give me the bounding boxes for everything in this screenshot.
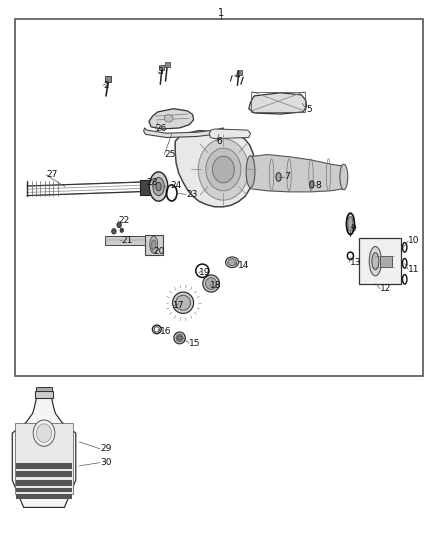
Polygon shape [209, 129, 251, 139]
Text: 13: 13 [350, 258, 361, 266]
Ellipse shape [340, 164, 348, 190]
Ellipse shape [203, 275, 219, 292]
Text: 29: 29 [100, 445, 111, 453]
Bar [16, 488, 72, 492]
Ellipse shape [372, 253, 379, 270]
Text: 11: 11 [408, 265, 420, 274]
Ellipse shape [246, 156, 255, 188]
Ellipse shape [149, 172, 168, 201]
Ellipse shape [156, 182, 161, 191]
Text: 17: 17 [173, 302, 185, 310]
Polygon shape [175, 131, 255, 207]
Ellipse shape [164, 115, 173, 122]
Text: 1: 1 [218, 9, 224, 18]
Ellipse shape [226, 257, 239, 268]
Bar [251, 92, 305, 112]
Text: 21: 21 [122, 237, 133, 245]
Text: 9: 9 [350, 224, 356, 232]
Bar [159, 65, 164, 70]
Polygon shape [250, 155, 344, 192]
Bar [35, 391, 53, 398]
Text: 30: 30 [100, 458, 111, 467]
Bar [105, 236, 145, 245]
Circle shape [112, 229, 116, 234]
Text: 10: 10 [408, 237, 420, 245]
Bar [140, 180, 150, 195]
Ellipse shape [152, 240, 156, 249]
Ellipse shape [198, 139, 249, 200]
Text: 16: 16 [160, 327, 172, 336]
Ellipse shape [150, 236, 158, 253]
Text: 27: 27 [46, 171, 57, 179]
Text: 6: 6 [217, 137, 223, 146]
Circle shape [33, 420, 55, 446]
Bar [380, 256, 392, 266]
Text: 23: 23 [186, 190, 198, 199]
Bar [145, 235, 163, 255]
Text: 25: 25 [164, 150, 176, 159]
Text: 2: 2 [103, 81, 109, 90]
Circle shape [120, 228, 124, 232]
Text: 20: 20 [153, 247, 165, 256]
Bar [16, 480, 72, 486]
Text: 5: 5 [307, 105, 312, 114]
Text: 28: 28 [147, 178, 158, 187]
Text: 12: 12 [380, 285, 392, 293]
Text: 8: 8 [315, 181, 321, 190]
Text: 26: 26 [155, 125, 167, 133]
Ellipse shape [173, 292, 194, 313]
Polygon shape [149, 109, 194, 129]
Ellipse shape [369, 246, 381, 276]
Ellipse shape [174, 332, 185, 344]
Ellipse shape [228, 259, 237, 265]
Bar [36, 386, 52, 391]
Ellipse shape [177, 336, 182, 340]
Bar [15, 19, 423, 376]
Ellipse shape [176, 334, 183, 342]
Ellipse shape [176, 295, 191, 310]
Text: 24: 24 [171, 181, 182, 190]
Polygon shape [12, 398, 76, 507]
Bar [237, 70, 242, 75]
Text: 7: 7 [284, 173, 290, 181]
Bar [16, 471, 72, 477]
Bar [15, 423, 73, 494]
Text: 18: 18 [210, 281, 222, 290]
Ellipse shape [206, 148, 241, 191]
Bar [359, 238, 401, 284]
Bar [16, 494, 72, 499]
Circle shape [36, 424, 52, 442]
Ellipse shape [310, 181, 314, 188]
Bar [105, 76, 111, 82]
Text: 19: 19 [199, 269, 210, 277]
Text: 14: 14 [238, 261, 249, 270]
Polygon shape [249, 93, 307, 114]
Ellipse shape [205, 278, 217, 289]
Ellipse shape [153, 177, 164, 196]
Text: 22: 22 [118, 216, 130, 225]
Ellipse shape [212, 156, 234, 183]
Ellipse shape [348, 216, 353, 231]
Polygon shape [144, 128, 224, 138]
Bar [165, 62, 170, 67]
Text: 3: 3 [158, 68, 163, 76]
Bar [16, 463, 72, 469]
Ellipse shape [276, 173, 281, 181]
Text: 4: 4 [234, 71, 240, 80]
Text: 15: 15 [189, 339, 201, 348]
Circle shape [117, 222, 121, 228]
